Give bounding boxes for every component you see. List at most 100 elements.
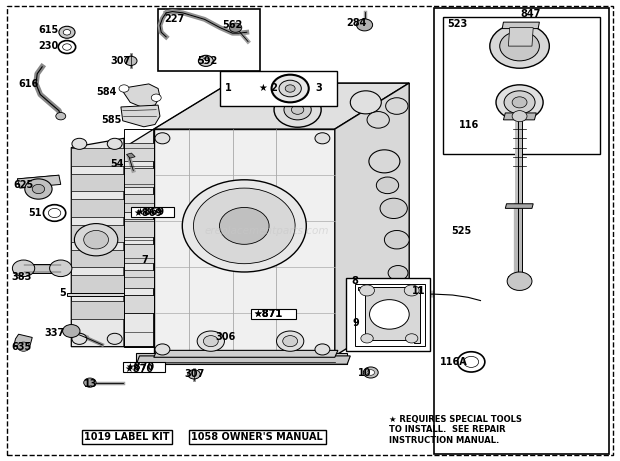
- Circle shape: [386, 290, 405, 305]
- Text: 9: 9: [352, 318, 359, 328]
- Circle shape: [285, 85, 295, 92]
- Circle shape: [12, 260, 35, 277]
- Circle shape: [496, 85, 543, 120]
- Polygon shape: [124, 129, 154, 347]
- Text: 10: 10: [358, 368, 372, 378]
- Polygon shape: [508, 277, 531, 285]
- Text: ★870: ★870: [125, 362, 154, 372]
- Circle shape: [367, 370, 374, 375]
- Text: 616: 616: [19, 79, 39, 89]
- Polygon shape: [505, 204, 533, 208]
- Circle shape: [388, 266, 408, 280]
- Circle shape: [219, 207, 269, 244]
- Polygon shape: [124, 244, 154, 263]
- Text: ★ 2: ★ 2: [259, 83, 278, 93]
- Circle shape: [274, 92, 321, 127]
- Polygon shape: [71, 225, 124, 242]
- Circle shape: [490, 24, 549, 68]
- Circle shape: [291, 105, 304, 114]
- Circle shape: [193, 188, 295, 264]
- Polygon shape: [121, 84, 160, 107]
- Circle shape: [107, 333, 122, 344]
- Polygon shape: [503, 113, 536, 120]
- Polygon shape: [71, 138, 124, 347]
- Circle shape: [198, 55, 213, 66]
- Bar: [251, 309, 296, 319]
- Circle shape: [360, 285, 374, 296]
- Polygon shape: [17, 175, 61, 188]
- Circle shape: [107, 138, 122, 149]
- Circle shape: [405, 334, 418, 343]
- Circle shape: [512, 97, 527, 108]
- Circle shape: [188, 370, 200, 379]
- Text: 11: 11: [412, 286, 426, 296]
- Circle shape: [380, 198, 407, 219]
- Polygon shape: [124, 295, 154, 313]
- Circle shape: [512, 111, 527, 122]
- Text: 525: 525: [451, 225, 472, 236]
- Text: 635: 635: [11, 342, 32, 352]
- Text: 13: 13: [84, 378, 97, 389]
- Polygon shape: [71, 275, 124, 293]
- Polygon shape: [358, 287, 420, 343]
- Polygon shape: [136, 353, 347, 364]
- Text: 847: 847: [521, 9, 541, 19]
- Circle shape: [155, 344, 170, 355]
- Bar: [131, 207, 174, 217]
- Polygon shape: [154, 129, 335, 356]
- Polygon shape: [409, 285, 412, 294]
- Text: ★869: ★869: [135, 207, 164, 217]
- Circle shape: [203, 336, 218, 347]
- Circle shape: [56, 112, 66, 120]
- Circle shape: [155, 133, 170, 144]
- Circle shape: [272, 75, 309, 102]
- Text: 230: 230: [38, 41, 59, 51]
- Circle shape: [384, 230, 409, 249]
- Circle shape: [279, 80, 301, 97]
- Circle shape: [245, 88, 270, 106]
- Polygon shape: [24, 264, 61, 273]
- Text: 584: 584: [96, 87, 117, 97]
- Circle shape: [370, 300, 409, 329]
- Circle shape: [277, 331, 304, 351]
- Text: 1: 1: [224, 83, 231, 93]
- Bar: [443, 17, 600, 154]
- Circle shape: [363, 367, 378, 378]
- Polygon shape: [71, 301, 124, 319]
- Circle shape: [84, 230, 108, 249]
- Polygon shape: [154, 83, 409, 129]
- Text: ★871: ★871: [253, 309, 282, 319]
- Text: 307: 307: [185, 369, 205, 379]
- Circle shape: [504, 91, 535, 114]
- Circle shape: [315, 133, 330, 144]
- Polygon shape: [124, 219, 154, 237]
- Circle shape: [32, 184, 45, 194]
- Circle shape: [63, 325, 80, 337]
- Text: 615: 615: [38, 25, 59, 35]
- Text: 8: 8: [352, 276, 358, 286]
- Polygon shape: [124, 194, 154, 212]
- Polygon shape: [124, 270, 154, 288]
- Polygon shape: [502, 22, 539, 29]
- Circle shape: [72, 138, 87, 149]
- Circle shape: [500, 31, 539, 61]
- Polygon shape: [124, 143, 154, 161]
- Polygon shape: [71, 148, 124, 166]
- Circle shape: [361, 334, 373, 343]
- Circle shape: [404, 285, 419, 296]
- Circle shape: [369, 150, 400, 173]
- Text: 284: 284: [346, 18, 366, 28]
- Circle shape: [119, 85, 129, 92]
- Circle shape: [386, 98, 408, 114]
- Bar: [434, 8, 609, 454]
- Polygon shape: [71, 174, 124, 191]
- Text: ★871: ★871: [254, 309, 283, 319]
- Text: 383: 383: [11, 272, 32, 282]
- Circle shape: [63, 30, 71, 35]
- Text: 3: 3: [315, 83, 322, 93]
- Text: 54: 54: [110, 159, 124, 169]
- Bar: [158, 9, 260, 71]
- Text: 562: 562: [222, 20, 242, 30]
- Polygon shape: [71, 250, 124, 267]
- Circle shape: [17, 342, 30, 351]
